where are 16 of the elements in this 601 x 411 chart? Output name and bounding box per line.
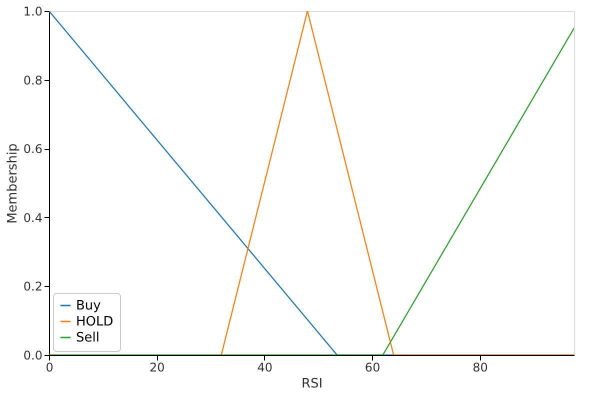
x-tick-label: 20 (150, 360, 165, 374)
x-tick-label: 40 (257, 360, 273, 374)
legend-label: Buy (76, 298, 102, 314)
y-axis-title: Membership (5, 143, 20, 224)
y-tick-label: 0.0 (23, 348, 42, 362)
y-tick-label: 0.4 (23, 210, 42, 225)
y-tick-label: 0.8 (23, 73, 42, 88)
y-tick-label: 1.0 (23, 4, 42, 18)
x-axis-title: RSI (301, 376, 323, 392)
x-tick-label: 0 (46, 360, 54, 374)
x-tick-label: 60 (364, 360, 380, 374)
x-tick-label: 80 (472, 360, 488, 374)
y-tick-label: 0.2 (23, 280, 42, 294)
y-tick-label: 0.6 (23, 142, 42, 156)
legend-label: Sell (76, 330, 100, 346)
legend-label: HOLD (76, 314, 114, 330)
